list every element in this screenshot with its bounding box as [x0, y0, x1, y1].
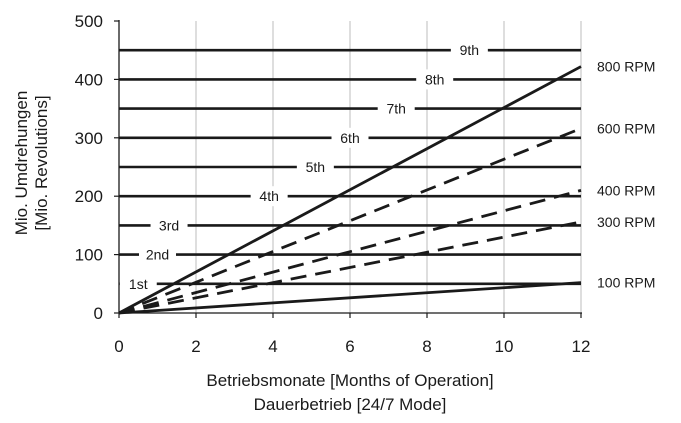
milestone-label-bg	[139, 244, 176, 265]
milestone-label-bg	[250, 186, 288, 207]
series-label: 800 RPM	[597, 59, 655, 75]
y-tick-label: 200	[75, 187, 103, 206]
milestone-label-bg	[450, 40, 488, 61]
milestone-label: 6th	[340, 130, 359, 146]
x-tick-label: 12	[572, 337, 591, 356]
series-label: 300 RPM	[597, 214, 655, 230]
milestone-label: 9th	[460, 42, 479, 58]
x-tick-label: 6	[345, 337, 354, 356]
milestone-label-bg	[150, 215, 188, 236]
milestone-lines: 1st 2nd 3rd 4th 5th 6th 7th 8th 9th	[119, 40, 581, 294]
series-line-800-rpm	[118, 65, 582, 315]
milestone-label: 2nd	[146, 247, 169, 263]
milestone-label: 8th	[425, 71, 444, 87]
y-tick-label: 400	[75, 70, 103, 89]
milestone-label-bg	[296, 157, 334, 177]
y-axis-title: Mio. Umdrehungen	[12, 91, 31, 236]
y-tick-label: 100	[75, 246, 103, 265]
milestone-label: 7th	[386, 101, 405, 117]
x-tick-label: 0	[114, 337, 123, 356]
tick-labels: 0 100 200 300 400 500 0 2 4 6 8 10 12	[75, 12, 591, 356]
x-tick-label: 8	[422, 337, 431, 356]
x-axis-title: Betriebsmonate [Months of Operation]	[206, 371, 493, 390]
x-tick-label: 4	[268, 337, 277, 356]
series-line-600-rpm	[118, 127, 582, 315]
milestone-label-bg	[119, 273, 157, 294]
y-tick-label: 0	[94, 304, 103, 323]
milestone-label: 5th	[306, 159, 325, 175]
series-label: 600 RPM	[597, 120, 655, 136]
series-line-400-rpm	[118, 189, 582, 315]
milestone-label-bg	[416, 69, 454, 90]
y-axis-title-en: [Mio. Revolutions]	[32, 95, 51, 230]
milestone-label-bg	[331, 127, 369, 148]
milestone-label: 1st	[129, 276, 148, 292]
milestone-label: 3rd	[159, 217, 179, 233]
series-label: 400 RPM	[597, 182, 655, 198]
x-axis-title-en: Dauerbetrieb [24/7 Mode]	[254, 395, 447, 414]
y-tick-label: 300	[75, 129, 103, 148]
milestone-label: 4th	[259, 188, 278, 204]
series-line-300-rpm	[118, 220, 582, 315]
x-tick-label: 10	[495, 337, 514, 356]
y-tick-label: 500	[75, 12, 103, 31]
series-lines: 100 RPM 300 RPM 400 RPM 600 RPM 800 RPM	[118, 59, 655, 315]
series-label: 100 RPM	[597, 275, 655, 291]
x-tick-label: 2	[191, 337, 200, 356]
series-line-100-rpm	[118, 281, 582, 315]
milestone-label-bg	[377, 98, 415, 119]
